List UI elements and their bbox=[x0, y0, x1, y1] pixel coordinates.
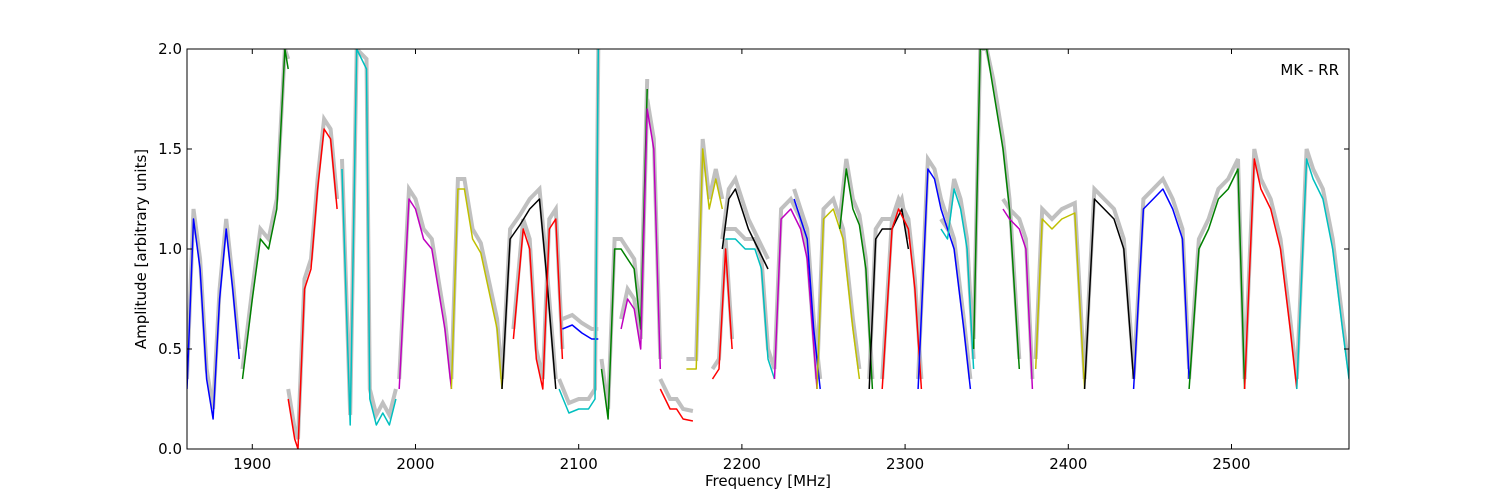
series-line-32 bbox=[1296, 158, 1349, 390]
envelope-line-14 bbox=[720, 174, 770, 260]
envelope-line-27 bbox=[1033, 199, 1087, 380]
envelope-line-2 bbox=[286, 113, 340, 440]
x-tick-label: 2400 bbox=[1049, 455, 1087, 473]
series-line-0 bbox=[187, 218, 240, 420]
envelope-line-29 bbox=[1131, 175, 1192, 380]
envelope-line-5 bbox=[449, 177, 504, 380]
series-line-6 bbox=[501, 198, 557, 390]
envelope-line-30 bbox=[1187, 158, 1247, 380]
y-tick-label: 0.0 bbox=[158, 440, 182, 458]
envelope-line-25 bbox=[971, 49, 1022, 360]
envelope-line-13 bbox=[686, 138, 725, 361]
y-tick-label: 1.5 bbox=[158, 140, 182, 158]
y-axis-ticks: 0.0 0.5 1.0 1.5 2.0 bbox=[158, 40, 1349, 458]
plot-area bbox=[187, 49, 1349, 449]
series-annotation: MK - RR bbox=[1280, 61, 1339, 79]
series-line-22 bbox=[881, 208, 923, 390]
envelope-line-32 bbox=[1294, 148, 1349, 380]
plot-frame bbox=[186, 48, 1350, 450]
x-tick-label: 2100 bbox=[560, 455, 598, 473]
x-tick-label: 1900 bbox=[233, 455, 271, 473]
envelope-line-7 bbox=[511, 202, 565, 380]
envelope-line-1 bbox=[240, 49, 291, 370]
series-line-21 bbox=[868, 208, 910, 390]
series-line-4 bbox=[398, 198, 453, 390]
series-line-9 bbox=[558, 49, 600, 414]
background-envelope bbox=[187, 49, 1349, 440]
x-tick-label: 2200 bbox=[723, 455, 761, 473]
series-line-2 bbox=[287, 128, 338, 449]
envelope-line-23 bbox=[916, 152, 973, 380]
x-tick-label: 2300 bbox=[886, 455, 924, 473]
x-tick-label: 2000 bbox=[396, 455, 434, 473]
series-line-3 bbox=[341, 49, 397, 426]
series-line-18 bbox=[793, 198, 821, 390]
series-line-11 bbox=[620, 108, 662, 370]
envelope-line-12 bbox=[658, 378, 694, 413]
series-line-5 bbox=[450, 188, 503, 390]
y-axis-label: Amplitude [arbitrary units] bbox=[132, 149, 150, 349]
series-line-13 bbox=[686, 148, 724, 370]
series-line-28 bbox=[1083, 198, 1135, 390]
series-line-12 bbox=[659, 388, 694, 422]
series-line-19 bbox=[816, 208, 861, 390]
series-line-26 bbox=[1002, 208, 1034, 390]
x-axis-ticks: 1900 2000 2100 2200 2300 2400 2500 bbox=[233, 49, 1251, 473]
series-line-1 bbox=[241, 49, 289, 380]
y-tick-label: 0.5 bbox=[158, 340, 182, 358]
series-line-7 bbox=[512, 218, 564, 390]
envelope-line-31 bbox=[1242, 148, 1299, 380]
series-line-29 bbox=[1132, 188, 1190, 390]
envelope-line-0 bbox=[187, 208, 242, 410]
envelope-line-4 bbox=[397, 182, 454, 380]
envelope-line-10 bbox=[599, 78, 650, 410]
series-line-23 bbox=[917, 168, 972, 390]
series-line-15 bbox=[725, 238, 776, 380]
x-tick-label: 2500 bbox=[1212, 455, 1250, 473]
series-line-24 bbox=[940, 188, 975, 370]
series-line-14 bbox=[721, 188, 769, 270]
series-line-17 bbox=[773, 208, 818, 390]
series-line-20 bbox=[839, 168, 874, 390]
series-line-25 bbox=[972, 49, 1021, 370]
x-axis-label: Frequency [MHz] bbox=[705, 472, 831, 490]
series-line-27 bbox=[1034, 212, 1086, 390]
series-line-8 bbox=[562, 324, 599, 340]
envelope-line-9 bbox=[557, 49, 601, 406]
series-line-31 bbox=[1243, 158, 1298, 390]
y-tick-label: 2.0 bbox=[158, 40, 182, 58]
series-line-16 bbox=[711, 248, 733, 380]
series-line-30 bbox=[1188, 168, 1246, 390]
series-line-10 bbox=[600, 88, 648, 420]
envelope-line-18 bbox=[792, 188, 823, 380]
y-tick-label: 1.0 bbox=[158, 240, 182, 258]
